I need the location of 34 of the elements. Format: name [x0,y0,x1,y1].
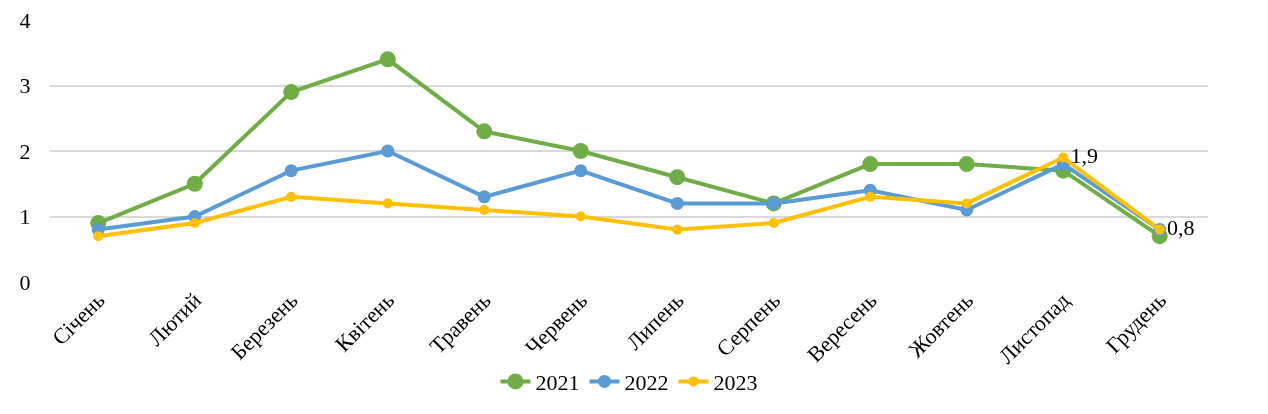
point [672,224,683,235]
point [382,198,393,209]
point [670,196,684,210]
point [574,164,588,178]
point [1058,152,1069,163]
point [575,211,586,222]
y-tick-label: 0 [19,269,31,295]
point [572,143,589,159]
legend-label: 2023 [713,369,758,395]
point [476,123,493,140]
y-tick-label: 1 [19,204,31,230]
data-label: 0,8 [1167,215,1195,241]
y-tick-label: 4 [19,7,31,33]
y-tick-label: 2 [19,138,31,164]
y-tick-label: 3 [19,73,31,99]
data-label: 1,9 [1070,143,1098,169]
point [958,156,975,173]
point [479,204,490,215]
point [381,144,395,158]
legend-label: 2022 [624,369,669,395]
point [93,231,104,242]
point [286,191,297,202]
point [477,190,491,204]
point [865,191,876,202]
point [189,218,200,229]
point [283,84,300,101]
point [961,198,972,209]
legend-label: 2021 [535,369,580,395]
point [768,218,779,229]
point [186,175,203,192]
point [862,156,879,173]
point [284,164,298,178]
point [669,169,686,186]
point [379,51,396,68]
